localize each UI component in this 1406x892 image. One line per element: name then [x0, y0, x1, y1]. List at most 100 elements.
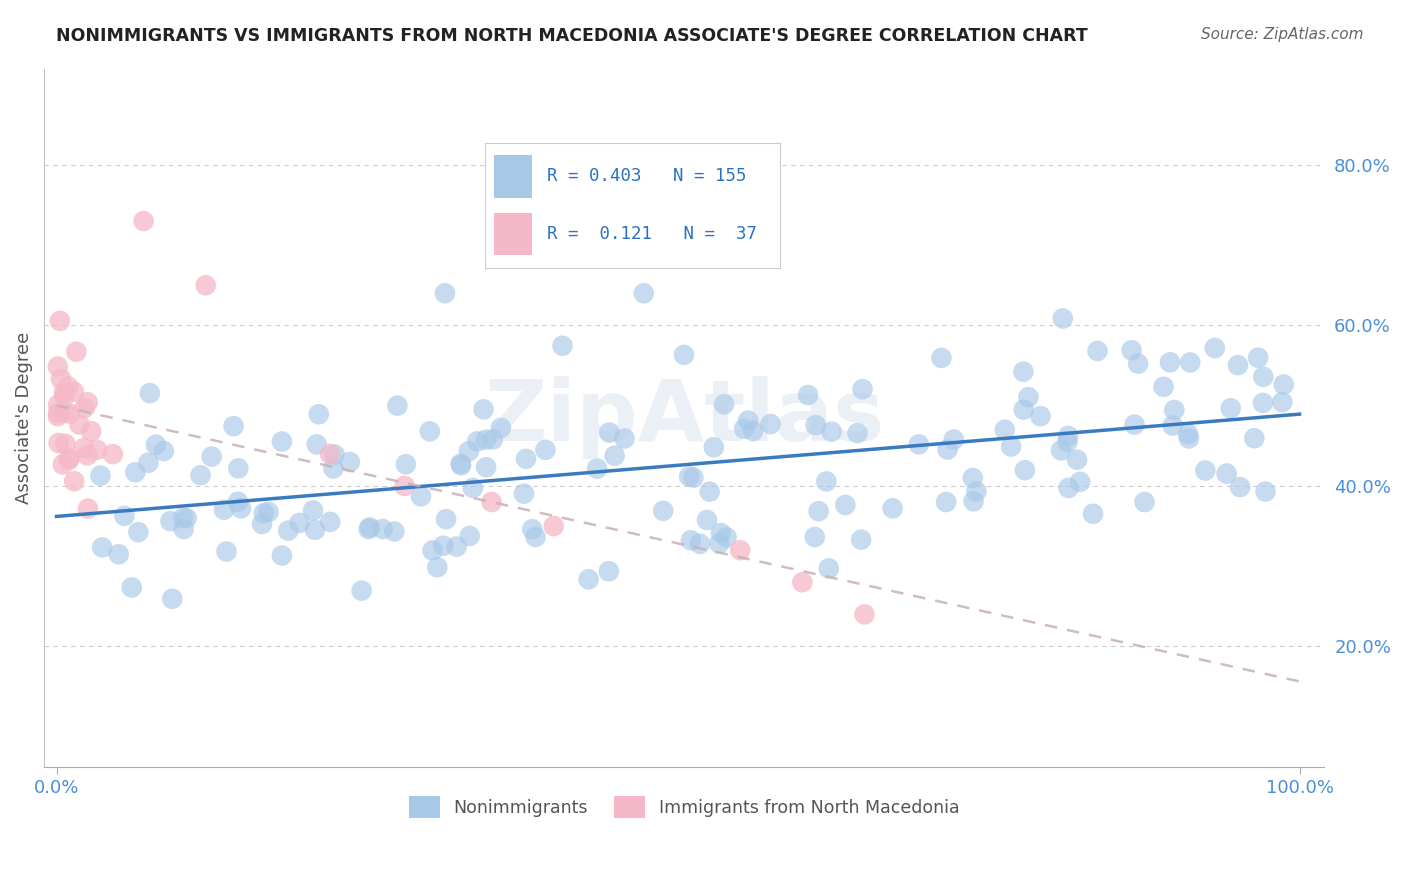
Point — [145, 437, 167, 451]
Point — [77, 501, 100, 516]
Point — [394, 479, 416, 493]
Point — [481, 433, 503, 447]
Point — [46, 409, 69, 423]
Point — [308, 407, 330, 421]
Point — [253, 506, 276, 520]
Point — [1133, 495, 1156, 509]
Point — [190, 468, 212, 483]
Point — [942, 433, 965, 447]
Point — [524, 530, 547, 544]
Point — [65, 344, 87, 359]
Point — [387, 399, 409, 413]
Point — [1069, 475, 1091, 489]
Point — [1056, 434, 1078, 449]
Point — [994, 423, 1017, 437]
Point — [1194, 463, 1216, 477]
Point — [322, 461, 344, 475]
Point — [450, 458, 472, 473]
Point — [475, 460, 498, 475]
Point — [228, 461, 250, 475]
Point — [450, 457, 472, 471]
Point — [173, 522, 195, 536]
Text: Source: ZipAtlas.com: Source: ZipAtlas.com — [1201, 27, 1364, 42]
Point — [1121, 343, 1143, 358]
Text: NONIMMIGRANTS VS IMMIGRANTS FROM NORTH MACEDONIA ASSOCIATE'S DEGREE CORRELATION : NONIMMIGRANTS VS IMMIGRANTS FROM NORTH M… — [56, 27, 1088, 45]
Point — [172, 511, 194, 525]
Point — [935, 495, 957, 509]
Point — [696, 513, 718, 527]
Point — [797, 388, 820, 402]
Point — [1029, 409, 1052, 424]
Point — [215, 544, 238, 558]
Point — [271, 434, 294, 449]
Point — [319, 447, 342, 461]
Point — [652, 504, 675, 518]
Point — [815, 475, 838, 489]
Point — [1204, 341, 1226, 355]
Point — [807, 504, 830, 518]
Point — [1012, 402, 1035, 417]
Point — [1081, 507, 1104, 521]
Point — [1180, 355, 1202, 369]
Point — [433, 286, 456, 301]
Point — [962, 494, 984, 508]
Point — [598, 425, 620, 440]
Point — [1123, 417, 1146, 432]
Point — [159, 514, 181, 528]
Point — [709, 536, 731, 550]
Point — [1272, 377, 1295, 392]
Point — [703, 440, 725, 454]
Point — [48, 436, 70, 450]
Point — [1066, 452, 1088, 467]
Point — [679, 533, 702, 548]
Point — [1177, 426, 1199, 441]
Point — [1247, 351, 1270, 365]
Point — [52, 385, 75, 400]
Point — [91, 541, 114, 555]
Point — [80, 424, 103, 438]
Point — [1163, 403, 1185, 417]
Point — [882, 501, 904, 516]
Point — [475, 433, 498, 447]
Point — [849, 533, 872, 547]
Point — [936, 442, 959, 457]
Point — [1226, 358, 1249, 372]
Point — [350, 583, 373, 598]
Point — [89, 468, 111, 483]
Point — [613, 432, 636, 446]
Point — [1052, 311, 1074, 326]
Point — [127, 525, 149, 540]
Point — [426, 560, 449, 574]
Text: R =  0.121   N =  37: R = 0.121 N = 37 — [547, 225, 756, 243]
Point — [257, 505, 280, 519]
Point — [1229, 480, 1251, 494]
Point — [465, 434, 488, 449]
Point — [76, 395, 98, 409]
Point — [46, 406, 69, 420]
Point — [319, 515, 342, 529]
Point — [49, 314, 72, 328]
Point — [1251, 396, 1274, 410]
Point — [672, 348, 695, 362]
Point — [603, 449, 626, 463]
Point — [194, 278, 217, 293]
Point — [371, 522, 394, 536]
Point — [59, 407, 82, 421]
Point — [176, 511, 198, 525]
Point — [114, 508, 136, 523]
Point — [200, 450, 222, 464]
Point — [52, 458, 75, 472]
Point — [851, 382, 873, 396]
Point — [682, 470, 704, 484]
Point — [489, 421, 512, 435]
Point — [63, 475, 86, 489]
Point — [1219, 401, 1241, 416]
Point — [305, 437, 328, 451]
Point — [1178, 432, 1201, 446]
Point — [277, 524, 299, 538]
Text: ZipAtlas: ZipAtlas — [484, 376, 884, 459]
Point — [1161, 418, 1184, 433]
Point — [1050, 443, 1073, 458]
Point — [820, 425, 842, 439]
Point — [1000, 440, 1022, 454]
